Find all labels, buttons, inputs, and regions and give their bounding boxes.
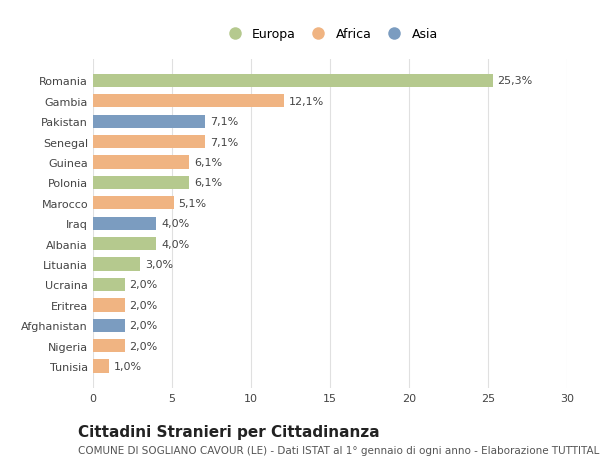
Text: 2,0%: 2,0% (130, 341, 158, 351)
Text: 2,0%: 2,0% (130, 320, 158, 330)
Bar (93, 176, 190, 190)
Text: 6,1%: 6,1% (194, 158, 222, 168)
Bar (93, 319, 125, 332)
Text: 4,0%: 4,0% (161, 219, 189, 229)
Text: 5,1%: 5,1% (178, 198, 206, 208)
Bar (93, 299, 125, 312)
Text: Cittadini Stranieri per Cittadinanza: Cittadini Stranieri per Cittadinanza (78, 425, 380, 440)
Bar (93, 197, 173, 210)
Text: 2,0%: 2,0% (130, 280, 158, 290)
Text: 1,0%: 1,0% (113, 361, 142, 371)
Bar (93, 237, 156, 251)
Text: 3,0%: 3,0% (145, 259, 173, 269)
Bar (93, 258, 140, 271)
Text: 2,0%: 2,0% (130, 300, 158, 310)
Text: 7,1%: 7,1% (210, 117, 238, 127)
Bar (93, 136, 205, 149)
Bar (93, 115, 205, 129)
Bar (93, 95, 284, 108)
Bar (93, 278, 125, 291)
Bar (93, 360, 109, 373)
Bar (93, 75, 493, 88)
Bar (93, 156, 190, 169)
Text: 25,3%: 25,3% (497, 76, 533, 86)
Text: 6,1%: 6,1% (194, 178, 222, 188)
Bar (93, 339, 125, 353)
Text: COMUNE DI SOGLIANO CAVOUR (LE) - Dati ISTAT al 1° gennaio di ogni anno - Elabora: COMUNE DI SOGLIANO CAVOUR (LE) - Dati IS… (78, 445, 600, 455)
Legend: Europa, Africa, Asia: Europa, Africa, Asia (217, 23, 443, 46)
Text: 4,0%: 4,0% (161, 239, 189, 249)
Bar (93, 217, 156, 230)
Text: 12,1%: 12,1% (289, 96, 324, 106)
Text: 7,1%: 7,1% (210, 137, 238, 147)
